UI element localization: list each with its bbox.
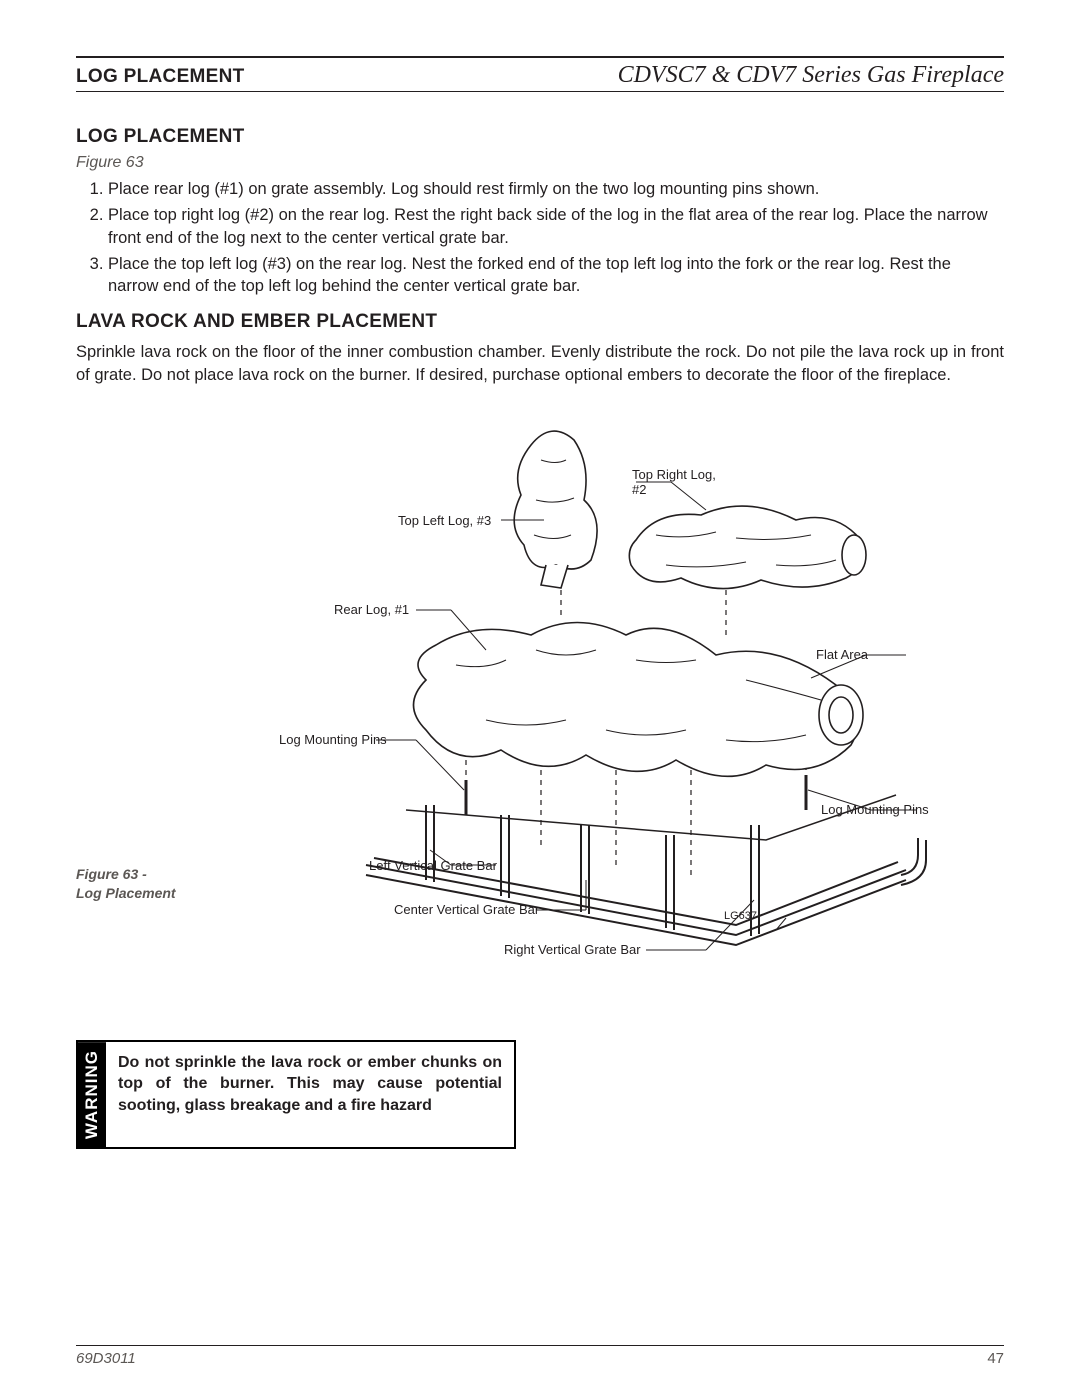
diagram-svg — [306, 410, 946, 970]
label-left-vertical-bar: Left Vertical Grate Bar — [369, 858, 497, 873]
warning-tab: WARNING — [78, 1042, 106, 1147]
figure-reference: Figure 63 — [76, 154, 1004, 172]
label-mounting-pins-right: Log Mounting Pins — [821, 802, 929, 817]
footer-page-number: 47 — [987, 1350, 1004, 1367]
header-product-title: CDVSC7 & CDV7 Series Gas Fireplace — [618, 62, 1004, 89]
lava-rock-paragraph: Sprinkle lava rock on the floor of the i… — [76, 341, 1004, 386]
warning-text: Do not sprinkle the lava rock or ember c… — [106, 1042, 514, 1147]
rule-footer — [76, 1345, 1004, 1346]
section-title-lava-rock: LAVA ROCK AND EMBER PLACEMENT — [76, 311, 1004, 333]
diagram-log-placement: Top Right Log, #2 Top Left Log, #3 Rear … — [76, 410, 1004, 970]
instruction-step: Place top right log (#2) on the rear log… — [108, 204, 1004, 249]
label-flat-area: Flat Area — [816, 647, 868, 662]
warning-box: WARNING Do not sprinkle the lava rock or… — [76, 1040, 516, 1149]
label-top-right-log: Top Right Log, #2 — [632, 468, 716, 498]
instruction-step: Place the top left log (#3) on the rear … — [108, 253, 1004, 298]
section-title-log-placement: LOG PLACEMENT — [76, 126, 1004, 148]
label-center-vertical-bar: Center Vertical Grate Bar — [394, 902, 539, 917]
instruction-list: Place rear log (#1) on grate assembly. L… — [76, 178, 1004, 297]
page-header: LOG PLACEMENT CDVSC7 & CDV7 Series Gas F… — [76, 58, 1004, 91]
label-right-vertical-bar: Right Vertical Grate Bar — [504, 942, 641, 957]
header-section-label: LOG PLACEMENT — [76, 66, 245, 88]
rule-top-thin — [76, 91, 1004, 92]
page-footer: 69D3011 47 — [76, 1345, 1004, 1367]
label-lg-code: LG637 — [724, 910, 757, 922]
figure-caption: Figure 63 - Log Placement — [76, 865, 176, 901]
instruction-step: Place rear log (#1) on grate assembly. L… — [108, 178, 1004, 200]
footer-doc-number: 69D3011 — [76, 1350, 136, 1367]
label-top-left-log: Top Left Log, #3 — [398, 513, 491, 528]
label-rear-log: Rear Log, #1 — [334, 602, 409, 617]
label-mounting-pins-left: Log Mounting Pins — [279, 732, 387, 747]
